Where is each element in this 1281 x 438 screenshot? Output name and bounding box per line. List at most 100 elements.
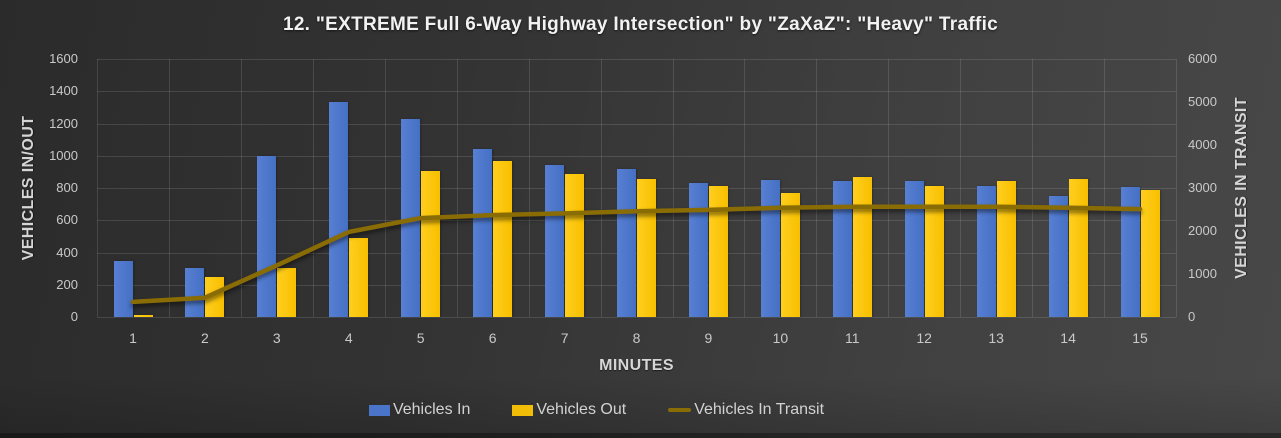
y-axis-tick-right: 1000 — [1188, 266, 1217, 281]
bar-vehicles-in-2 — [185, 267, 205, 317]
legend-item-vehicles-out: Vehicles Out — [512, 401, 626, 419]
bar-vehicles-out-4 — [349, 238, 369, 317]
bar-vehicles-in-6 — [473, 149, 493, 317]
y-axis-tick-left: 800 — [56, 180, 78, 195]
y-axis-tick-right: 6000 — [1188, 51, 1217, 66]
v-gridline — [672, 59, 674, 317]
h-gridline — [97, 317, 1176, 318]
y-axis-tick-right: 4000 — [1188, 137, 1217, 152]
bar-vehicles-in-1 — [113, 261, 133, 317]
legend-label: Vehicles In — [392, 401, 471, 418]
x-axis-tick: 2 — [200, 330, 209, 346]
right-axis-title: VEHICLES IN TRANSIT — [1233, 97, 1250, 279]
y-axis-tick-right: 0 — [1188, 309, 1196, 324]
y-axis-tick-right: 2000 — [1188, 223, 1217, 238]
v-gridline — [960, 59, 962, 317]
x-axis-tick: 10 — [772, 330, 789, 346]
v-gridline — [528, 59, 530, 317]
bar-vehicles-in-10 — [760, 179, 780, 317]
x-axis-tick: 9 — [704, 330, 713, 346]
v-gridline — [816, 59, 818, 317]
x-axis-tick: 12 — [916, 330, 932, 346]
vehicles-in-transit-line — [130, 204, 1143, 305]
y-axis-tick-left: 0 — [70, 309, 78, 324]
bar-vehicles-out-8 — [637, 179, 656, 317]
x-axis-tick: 1 — [129, 330, 137, 346]
h-gridline — [97, 252, 1176, 254]
x-axis-tick: 14 — [1060, 330, 1076, 346]
x-axis-tick: 5 — [416, 330, 425, 346]
bar-vehicles-out-7 — [565, 173, 585, 317]
h-gridline — [97, 220, 1176, 222]
vehicles-in-swatch-icon — [368, 404, 390, 416]
v-gridline — [168, 59, 170, 317]
bar-vehicles-in-9 — [688, 183, 708, 317]
v-gridline — [240, 59, 242, 317]
h-gridline — [97, 91, 1176, 93]
h-gridline — [97, 284, 1176, 286]
v-gridline — [1032, 59, 1034, 317]
legend-label: Vehicles Out — [536, 401, 627, 418]
y-axis-tick-right: 5000 — [1188, 94, 1217, 109]
bar-vehicles-in-4 — [329, 101, 349, 317]
bar-vehicles-out-14 — [1068, 179, 1088, 317]
y-axis-tick-left: 400 — [56, 244, 78, 260]
h-gridline — [97, 123, 1176, 125]
y-axis-tick-left: 1600 — [49, 51, 78, 66]
h-gridline — [97, 59, 1176, 60]
x-axis-tick: 7 — [560, 330, 569, 346]
y-axis-tick-right: 3000 — [1188, 180, 1217, 195]
bar-vehicles-out-2 — [205, 276, 225, 317]
y-axis-tick-left: 200 — [56, 276, 78, 292]
h-gridline — [97, 155, 1176, 157]
x-axis-title: MINUTES — [599, 357, 674, 374]
x-axis-tick: 15 — [1132, 330, 1148, 346]
legend-item-vehicles-in-transit: Vehicles In Transit — [668, 401, 824, 419]
bar-vehicles-in-8 — [617, 168, 636, 317]
x-axis-tick: 13 — [988, 330, 1004, 346]
v-gridline — [1176, 59, 1177, 317]
legend-label: Vehicles In Transit — [694, 401, 825, 418]
vehicles-out-swatch-icon — [512, 404, 534, 416]
y-axis-tick-left: 1200 — [49, 115, 78, 131]
bar-vehicles-out-10 — [780, 192, 800, 317]
bar-vehicles-out-1 — [133, 315, 153, 317]
bar-vehicles-out-15 — [1140, 190, 1160, 317]
x-axis-tick: 6 — [488, 330, 497, 346]
v-gridline — [312, 59, 314, 317]
y-axis-tick-left: 600 — [56, 212, 78, 228]
bar-vehicles-in-14 — [1048, 196, 1068, 317]
bar-vehicles-in-11 — [832, 180, 852, 317]
v-gridline — [744, 59, 746, 317]
chart-title: 12. "EXTREME Full 6-Way Highway Intersec… — [282, 14, 999, 35]
bar-vehicles-out-13 — [996, 180, 1016, 317]
v-gridline — [384, 59, 386, 317]
left-axis-title: VEHICLES IN/OUT — [20, 115, 37, 261]
x-axis-tick: 4 — [344, 330, 353, 346]
bar-vehicles-out-6 — [493, 161, 513, 317]
bar-vehicles-in-13 — [976, 186, 996, 317]
window-bottom-edge — [0, 433, 1281, 438]
y-axis-tick-left: 1000 — [49, 147, 78, 163]
bar-vehicles-out-12 — [924, 186, 944, 317]
chart-legend: Vehicles In Vehicles Out Vehicles In Tra… — [0, 401, 1237, 419]
bar-vehicles-in-3 — [257, 155, 277, 318]
bar-vehicles-out-9 — [708, 185, 728, 317]
x-axis-tick: 11 — [845, 330, 860, 346]
x-axis-tick: 3 — [272, 330, 281, 346]
v-gridline — [600, 59, 602, 317]
bar-vehicles-in-15 — [1120, 187, 1140, 317]
bar-vehicles-out-5 — [421, 171, 441, 317]
y-axis-tick-left: 1400 — [49, 83, 78, 99]
x-axis-tick: 8 — [632, 330, 641, 346]
bar-vehicles-out-3 — [277, 267, 297, 317]
bar-vehicles-out-11 — [852, 176, 872, 317]
bar-vehicles-in-12 — [904, 180, 924, 317]
h-gridline — [97, 188, 1176, 189]
v-gridline — [1104, 59, 1106, 317]
legend-item-vehicles-in: Vehicles In — [368, 401, 471, 419]
v-gridline — [456, 59, 458, 317]
v-gridline — [888, 59, 890, 317]
vehicles-in-transit-swatch-icon — [668, 408, 692, 412]
